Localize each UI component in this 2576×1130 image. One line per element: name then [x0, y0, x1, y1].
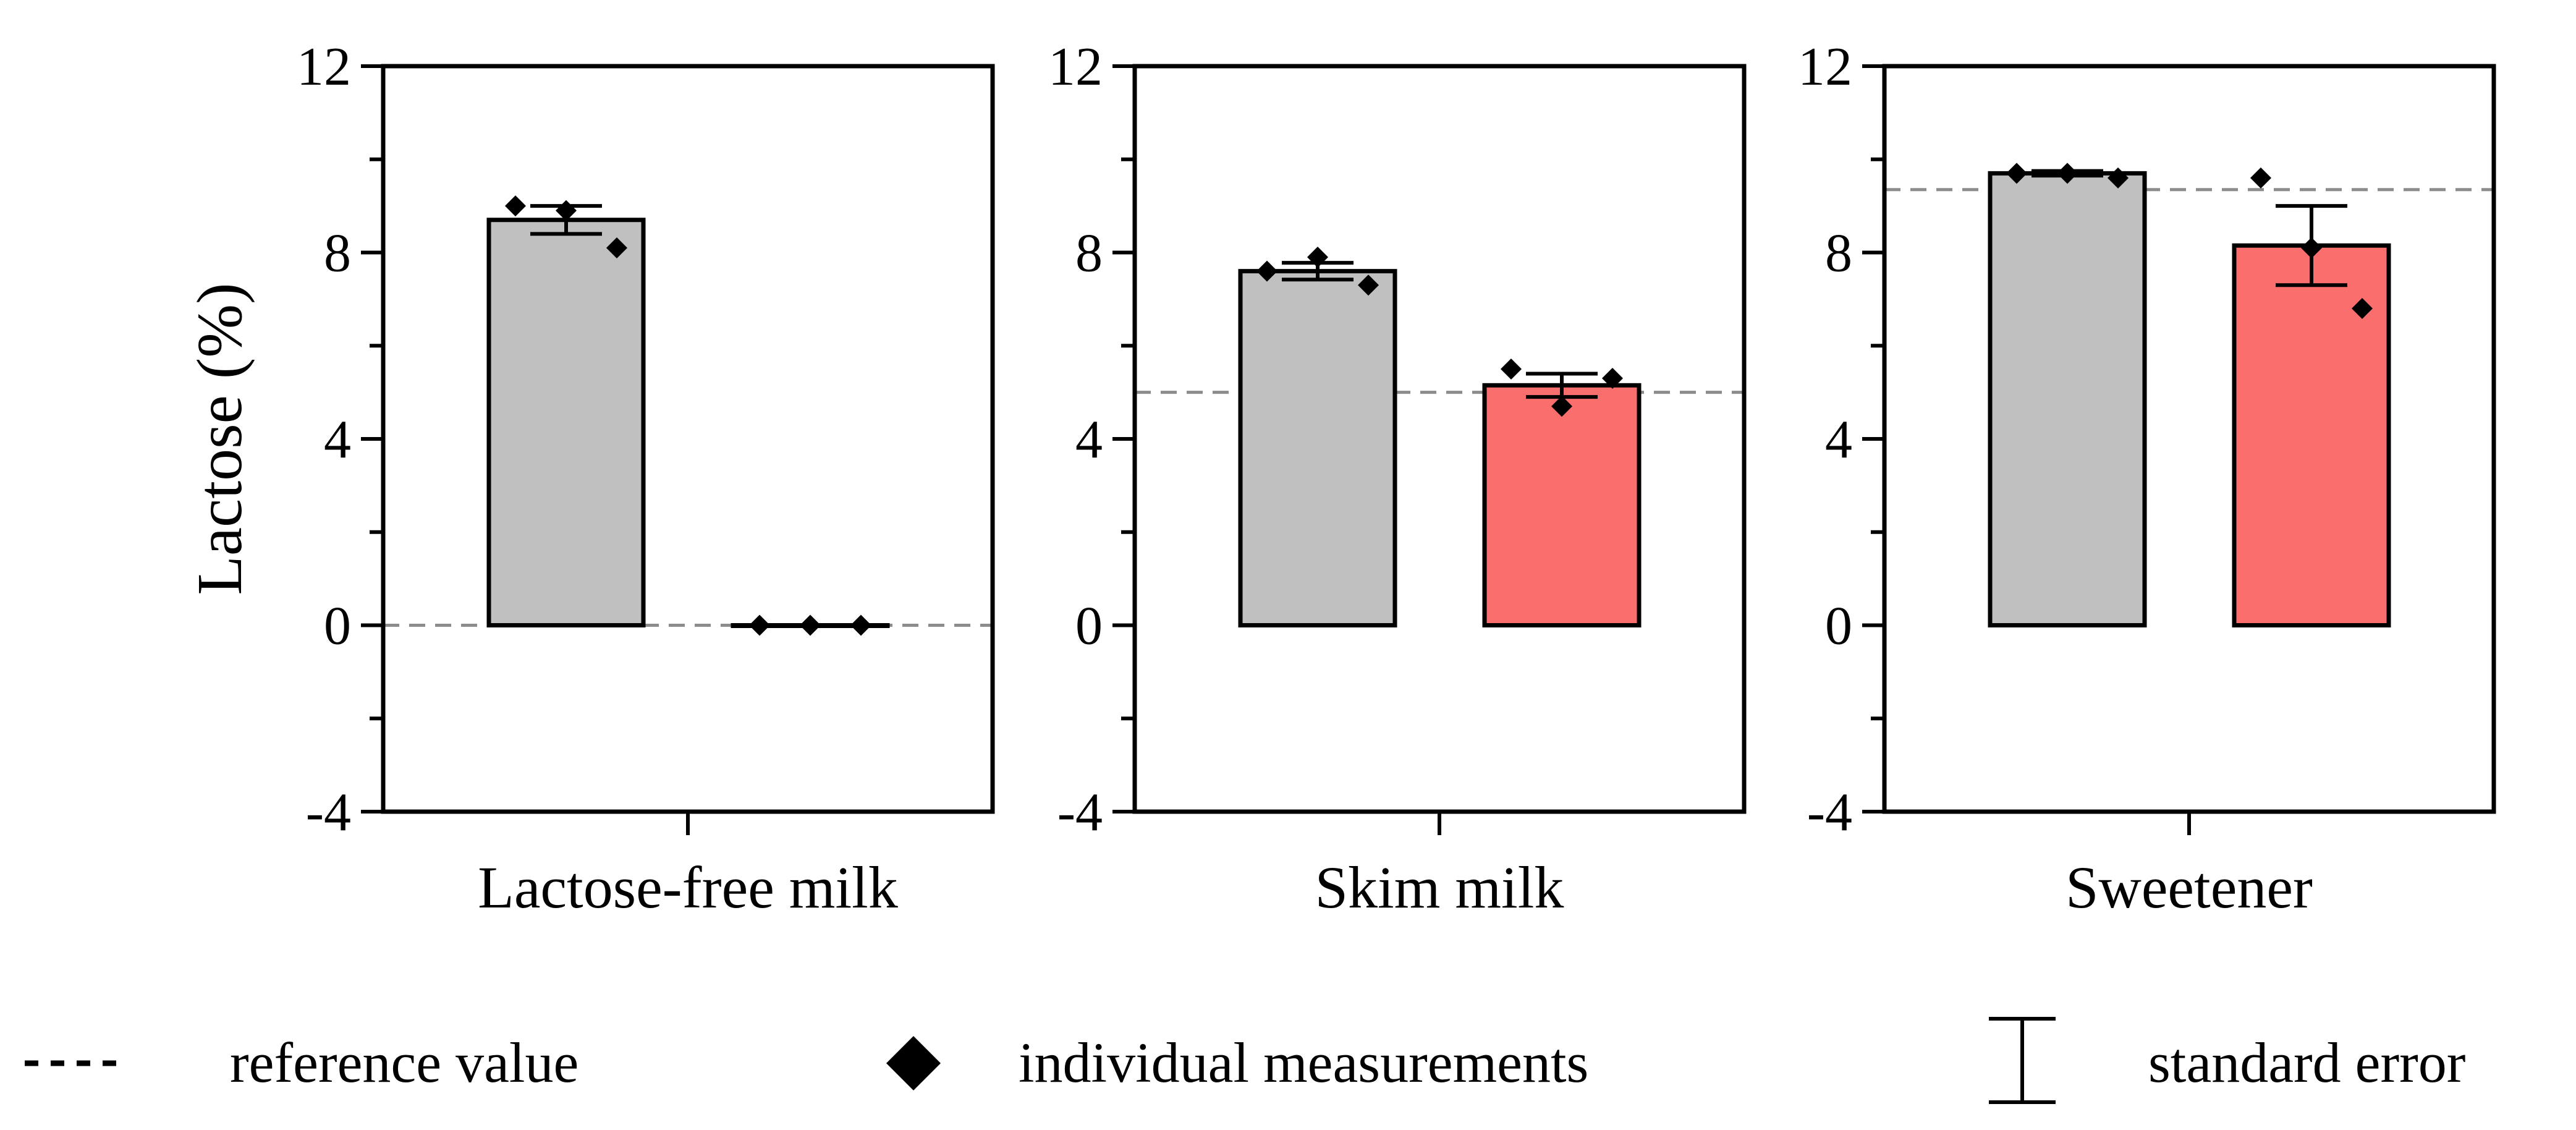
measurement-point	[1602, 368, 1623, 389]
legend-diamond-icon	[886, 1036, 941, 1090]
measurement-point	[2250, 167, 2271, 189]
measurement-point	[850, 614, 871, 636]
panel-1: -4 0 4 8 12 Lactose-free milk	[297, 37, 995, 920]
legend-label: reference value	[230, 1031, 578, 1094]
y-tick-label: 4	[1075, 410, 1103, 470]
y-tick-label: 12	[1048, 37, 1103, 97]
bar-red	[1482, 383, 1642, 627]
measurement-point	[505, 195, 526, 217]
measurement-point	[1358, 274, 1379, 296]
bar-gray	[1988, 171, 2147, 627]
measurement-point	[1307, 247, 1328, 268]
y-tick-label: 8	[324, 224, 351, 284]
y-tick-label: 12	[1798, 37, 1852, 97]
measurement-point	[2006, 163, 2027, 184]
measurement-point	[2057, 163, 2078, 184]
measurement-point	[2352, 297, 2373, 319]
y-tick-label: -4	[306, 783, 351, 843]
panel-3: -4 0 4 8 12 Sweetener	[1798, 37, 2496, 920]
bar-gray	[486, 218, 646, 627]
legend-item-dashed-line: reference value	[25, 1031, 578, 1094]
y-tick-label: 0	[1075, 597, 1103, 656]
category-label: Lactose-free milk	[478, 854, 898, 920]
measurement-point	[749, 614, 770, 636]
bar-gray	[1238, 269, 1397, 627]
measurement-point	[606, 237, 627, 258]
y-tick-label: 8	[1825, 224, 1852, 284]
legend-item-error-bar: standard error	[1989, 1017, 2465, 1104]
panel-2: -4 0 4 8 12 Skim milk	[1048, 37, 1747, 920]
legend-label: standard error	[2148, 1031, 2465, 1094]
axes-frame	[1132, 64, 1747, 814]
measurement-point	[800, 614, 821, 636]
y-tick-label: -4	[1057, 783, 1103, 843]
measurement-point	[2301, 237, 2322, 258]
measurement-point	[2108, 167, 2129, 189]
legend: reference value individual measurements st…	[25, 1017, 2465, 1104]
axes-frame	[1882, 64, 2496, 814]
axes-frame	[381, 64, 995, 814]
category-label: Skim milk	[1315, 854, 1564, 920]
y-tick-label: 8	[1075, 224, 1103, 284]
measurement-point	[556, 200, 577, 221]
y-tick-label: 12	[297, 37, 351, 97]
measurement-point	[1256, 260, 1277, 282]
y-tick-label: 4	[1825, 410, 1852, 470]
y-tick-label: -4	[1807, 783, 1852, 843]
measurement-point	[1551, 396, 1572, 417]
measurement-point	[1501, 358, 1522, 380]
y-tick-label: 0	[1825, 597, 1852, 656]
chart-panels: -4 0 4 8 12 Lactose-free milk -4 0 4 8 12 Skim milk…	[297, 37, 2496, 920]
y-axis-label: Lactose (%)	[184, 282, 255, 595]
legend-item-diamond: individual measurements	[886, 1031, 1588, 1094]
category-label: Sweetener	[2065, 854, 2313, 920]
y-tick-label: 0	[324, 597, 351, 656]
y-tick-label: 4	[324, 410, 351, 470]
legend-label: individual measurements	[1019, 1031, 1588, 1094]
